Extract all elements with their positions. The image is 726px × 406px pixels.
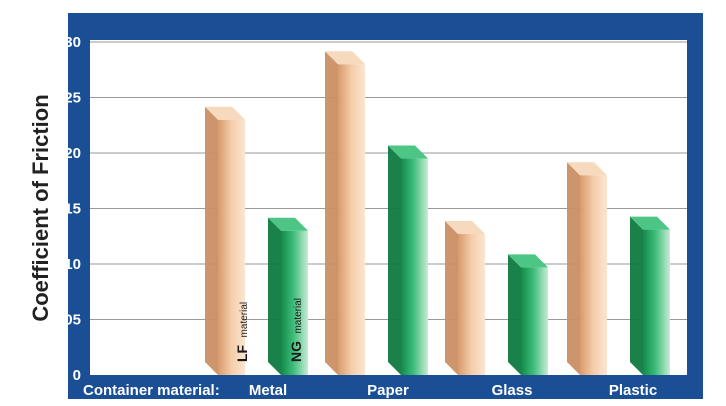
- y-tick-label: .30: [60, 34, 81, 51]
- category-label-plastic: Plastic: [609, 382, 657, 399]
- series-label-lf: LF material: [234, 302, 251, 362]
- bar-ng-glass: [508, 254, 548, 375]
- category-label-paper: Paper: [367, 382, 409, 399]
- bar-ng-paper: [388, 145, 428, 375]
- y-tick-label: 0: [73, 367, 81, 384]
- y-tick-label: .25: [60, 90, 81, 107]
- bar-ng-metal: [268, 217, 308, 375]
- series-label-ng: NG material: [288, 298, 305, 362]
- y-tick-label: .15: [60, 201, 81, 218]
- x-axis-prefix: Container material:: [83, 382, 220, 399]
- bar-lf-glass: [445, 221, 485, 375]
- y-tick-label: .10: [60, 256, 81, 273]
- y-tick-label: .20: [60, 145, 81, 162]
- bar-ng-plastic: [630, 216, 670, 375]
- y-tick-labels: .30 .25 .20 .15 .10 .05 0: [60, 34, 81, 384]
- category-label-metal: Metal: [249, 382, 287, 399]
- bar-lf-plastic: [567, 162, 607, 375]
- bars: [205, 51, 670, 375]
- y-axis-title: Coefficient of Friction: [28, 94, 53, 321]
- bar-lf-paper: [325, 51, 365, 375]
- category-label-glass: Glass: [492, 382, 533, 399]
- bar-lf-metal: [205, 106, 245, 375]
- category-labels: Metal Paper Glass Plastic: [249, 382, 657, 399]
- y-tick-label: .05: [60, 312, 81, 329]
